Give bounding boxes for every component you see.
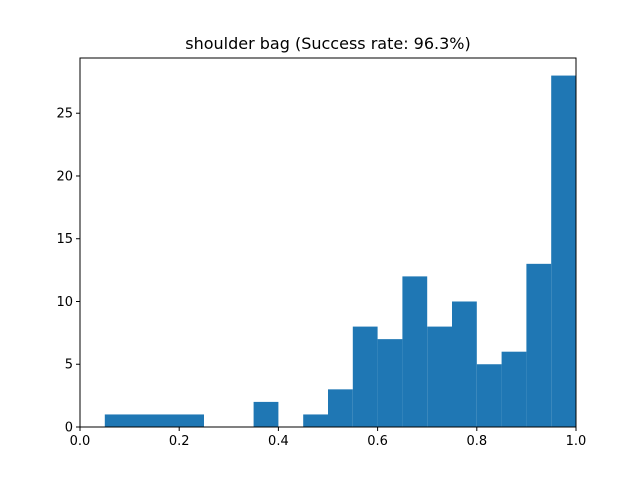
x-tick-label: 0.8 <box>466 434 487 449</box>
histogram-bar <box>551 75 576 428</box>
histogram-bar <box>303 414 328 427</box>
histogram-bar <box>427 326 452 427</box>
plot-frame <box>79 57 577 428</box>
y-tick-label: 0 <box>65 421 73 436</box>
x-tick-label: 0.6 <box>367 434 388 449</box>
histogram-bar <box>352 326 378 427</box>
y-tick-label: 15 <box>56 232 73 247</box>
y-tick-label: 5 <box>65 358 73 373</box>
histogram-bar <box>402 276 428 427</box>
histogram-bar <box>377 339 403 427</box>
y-tick-label: 25 <box>56 107 73 122</box>
histogram-bar <box>501 351 527 427</box>
y-tick-label: 20 <box>56 169 73 184</box>
histogram-bar <box>104 414 204 427</box>
y-tick-label: 10 <box>56 295 73 310</box>
histogram-bar <box>452 301 477 427</box>
histogram-bar <box>526 263 552 427</box>
x-tick-label: 0.4 <box>268 434 289 449</box>
bars-group <box>104 75 576 428</box>
histogram-bar <box>253 401 279 427</box>
x-tick-label: 0.0 <box>70 434 91 449</box>
histogram-bar <box>328 389 353 427</box>
chart-title: shoulder bag (Success rate: 96.3%) <box>185 34 471 53</box>
x-tick-label: 1.0 <box>566 434 587 449</box>
x-axis-ticks: 0.0 0.2 0.4 0.6 0.8 1.0 <box>70 427 587 449</box>
y-axis-ticks: 0 5 10 15 20 25 <box>56 107 80 436</box>
histogram-bar <box>476 364 502 427</box>
x-tick-label: 0.2 <box>169 434 190 449</box>
